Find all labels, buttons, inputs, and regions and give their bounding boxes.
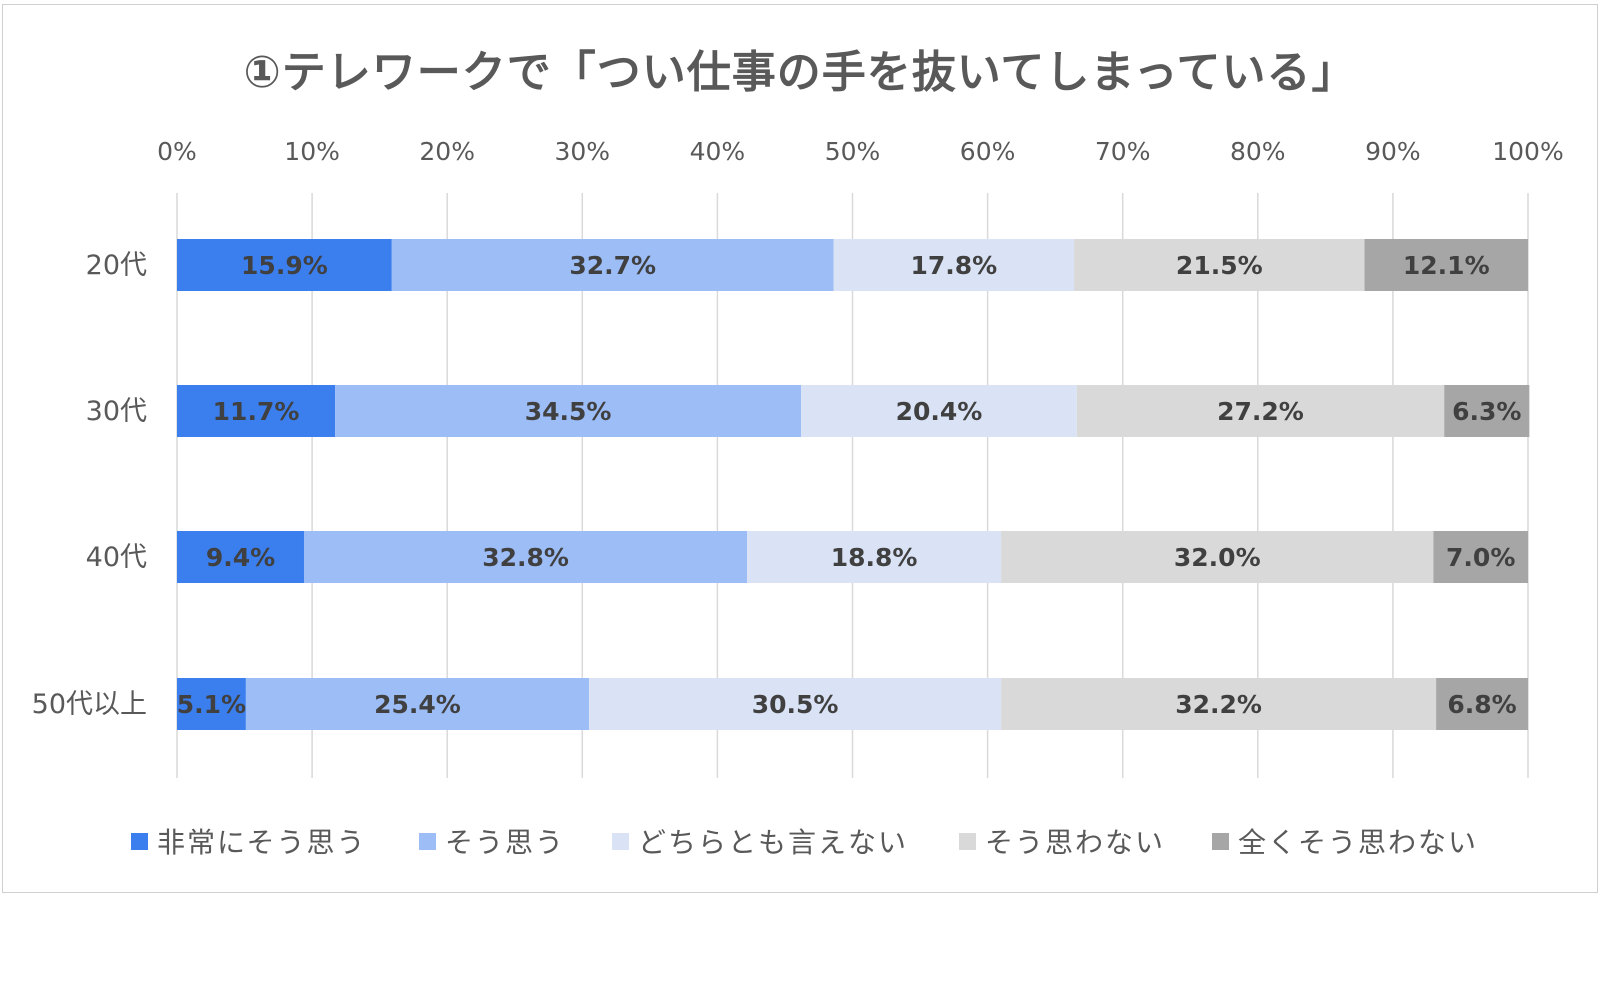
data-label: 21.5% [1176, 251, 1263, 280]
bar-segment [177, 678, 246, 730]
bar-segment [391, 239, 834, 291]
bar-segment [1444, 385, 1530, 437]
x-tick-label: 60% [960, 137, 1016, 166]
data-label: 7.0% [1446, 543, 1515, 572]
data-label: 32.0% [1174, 543, 1261, 572]
x-tick-label: 20% [419, 137, 475, 166]
bar-segment [177, 385, 336, 437]
bar-segment [303, 531, 748, 583]
bar-segment [245, 678, 590, 730]
data-label: 6.8% [1447, 690, 1516, 719]
category-label: 20代 [86, 250, 147, 281]
legend-label: 非常にそう思う [157, 826, 366, 859]
chart-frame [2, 4, 1598, 893]
x-tick-label: 0% [157, 137, 197, 166]
category-label: 40代 [86, 542, 147, 573]
bar-segment [177, 239, 392, 291]
category-label: 50代以上 [32, 689, 147, 720]
data-label: 17.8% [910, 251, 997, 280]
bar-segment [1364, 239, 1528, 291]
x-tick-label: 80% [1230, 137, 1286, 166]
legend: 非常にそう思う そう思う どちらとも言えない そう思わない 全くそう思わない [131, 826, 1478, 859]
legend-swatch [131, 833, 148, 850]
bar-segment [177, 531, 304, 583]
data-label: 32.7% [569, 251, 656, 280]
x-tick-label: 40% [690, 137, 746, 166]
bar-segment [1001, 531, 1434, 583]
data-label: 34.5% [525, 397, 612, 426]
x-tick-label: 10% [284, 137, 340, 166]
data-label: 5.1% [177, 690, 246, 719]
bar-segment [335, 385, 802, 437]
legend-label: どちらとも言えない [638, 826, 908, 859]
legend-swatch [959, 833, 976, 850]
x-tick-label: 100% [1492, 137, 1563, 166]
x-tick-label: 30% [555, 137, 611, 166]
legend-swatch [612, 833, 629, 850]
data-label: 20.4% [896, 397, 983, 426]
bar-segment [1436, 678, 1528, 730]
x-tick-label: 70% [1095, 137, 1151, 166]
data-label: 32.8% [482, 543, 569, 572]
category-label: 30代 [86, 396, 147, 427]
data-label: 32.2% [1175, 690, 1262, 719]
bar-segment [589, 678, 1002, 730]
chart-title: ①テレワークで「つい仕事の手を抜いてしまっている」 [243, 47, 1357, 98]
legend-label: そう思う [445, 826, 565, 859]
data-label: 11.7% [213, 397, 300, 426]
x-tick-label: 90% [1365, 137, 1421, 166]
bars: 15.9% 32.7% 17.8% 21.5% 12.1% 11.7% 34.5% 20.4%… [177, 239, 1530, 730]
bar-segment [1001, 678, 1437, 730]
data-label: 27.2% [1217, 397, 1304, 426]
bar-segment [1433, 531, 1528, 583]
data-label: 15.9% [241, 251, 328, 280]
category-labels: 20代 30代 40代 50代以上 [32, 250, 147, 720]
bar-segment [1074, 239, 1365, 291]
x-axis-ticks: 0% 10% 20% 30% 40% 50% 60% 70% 80% 90% 100% [157, 137, 1564, 166]
x-tick-label: 50% [825, 137, 881, 166]
legend-label: そう思わない [985, 826, 1165, 859]
bar-segment [833, 239, 1075, 291]
data-label: 25.4% [374, 690, 461, 719]
data-label: 12.1% [1403, 251, 1490, 280]
data-label: 6.3% [1452, 397, 1521, 426]
data-label: 18.8% [831, 543, 918, 572]
legend-label: 全くそう思わない [1238, 826, 1478, 859]
data-label: 9.4% [206, 543, 275, 572]
data-label: 30.5% [752, 690, 839, 719]
legend-swatch [1212, 833, 1229, 850]
legend-swatch [419, 833, 436, 850]
bar-segment [747, 531, 1002, 583]
bar-segment [801, 385, 1077, 437]
bar-segment [1076, 385, 1445, 437]
